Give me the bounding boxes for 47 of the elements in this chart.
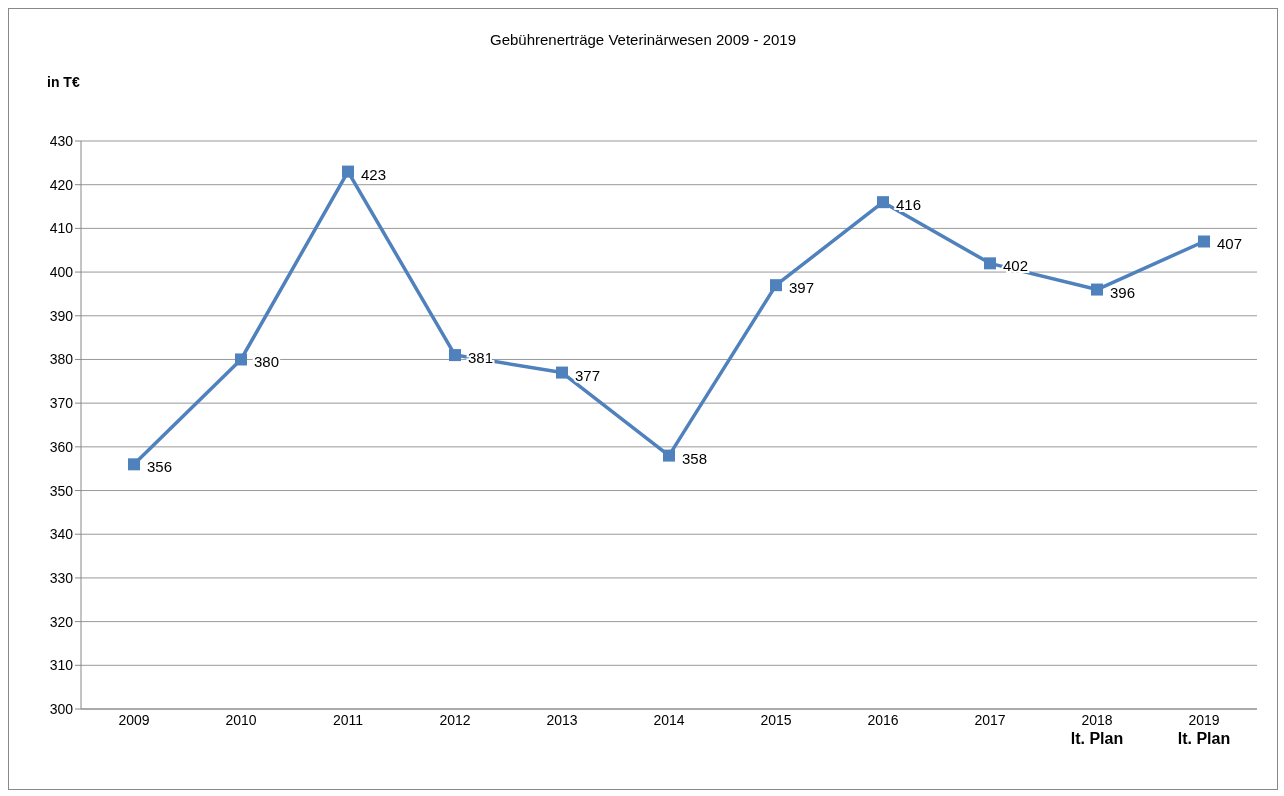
x-tick-label: 2019 lt. Plan (1177, 712, 1231, 747)
point (877, 196, 889, 209)
y-tick-label: 350 (49, 482, 74, 499)
x-tick-label: 2010 (225, 712, 257, 728)
y-tick-label: 390 (49, 307, 74, 324)
data-label: 380 (254, 353, 280, 371)
point (663, 449, 675, 462)
point (770, 279, 782, 292)
y-tick-label: 360 (49, 438, 74, 455)
data-label: 423 (361, 165, 387, 183)
x-tick-label: 2009 (118, 712, 150, 728)
point (1091, 283, 1103, 296)
y-tick-label: 370 (49, 395, 74, 412)
data-label: 397 (789, 279, 815, 297)
y-tick-label: 300 (49, 700, 74, 717)
data-label: 416 (896, 196, 922, 214)
point (449, 349, 461, 362)
point (556, 366, 568, 379)
x-tick-label: 2013 (546, 712, 578, 728)
x-tick-label: 2011 (332, 712, 364, 728)
x-tick-label: 2018 lt. Plan (1070, 712, 1124, 747)
y-tick-label: 330 (49, 569, 74, 586)
chart-title: Gebührenerträge Veterinärwesen 2009 - 2019 (488, 31, 797, 48)
data-label: 358 (682, 449, 708, 467)
data-label: 407 (1217, 235, 1243, 253)
y-tick-label: 420 (49, 176, 74, 193)
data-label: 396 (1110, 283, 1136, 301)
y-tick-label: 380 (49, 351, 74, 368)
point (235, 353, 247, 366)
point (128, 458, 140, 471)
y-tick-label: 310 (49, 657, 74, 674)
y-tick-label: 430 (49, 132, 74, 149)
x-tick-label: 2014 (653, 712, 685, 728)
x-tick-label: 2015 (760, 712, 792, 728)
point (342, 165, 354, 178)
y-tick-label: 410 (49, 220, 74, 237)
y-axis-title: in T€ (47, 74, 80, 90)
x-tick-label: 2017 (974, 712, 1006, 728)
x-tick-label: 2012 (439, 712, 471, 728)
data-label: 356 (147, 458, 173, 476)
y-tick-label: 400 (49, 264, 74, 281)
x-tick-label: 2016 (867, 712, 899, 728)
data-label: 377 (575, 366, 601, 384)
point (1198, 235, 1210, 248)
y-tick-label: 340 (49, 526, 74, 543)
point (984, 257, 996, 270)
y-tick-label: 320 (49, 613, 74, 630)
